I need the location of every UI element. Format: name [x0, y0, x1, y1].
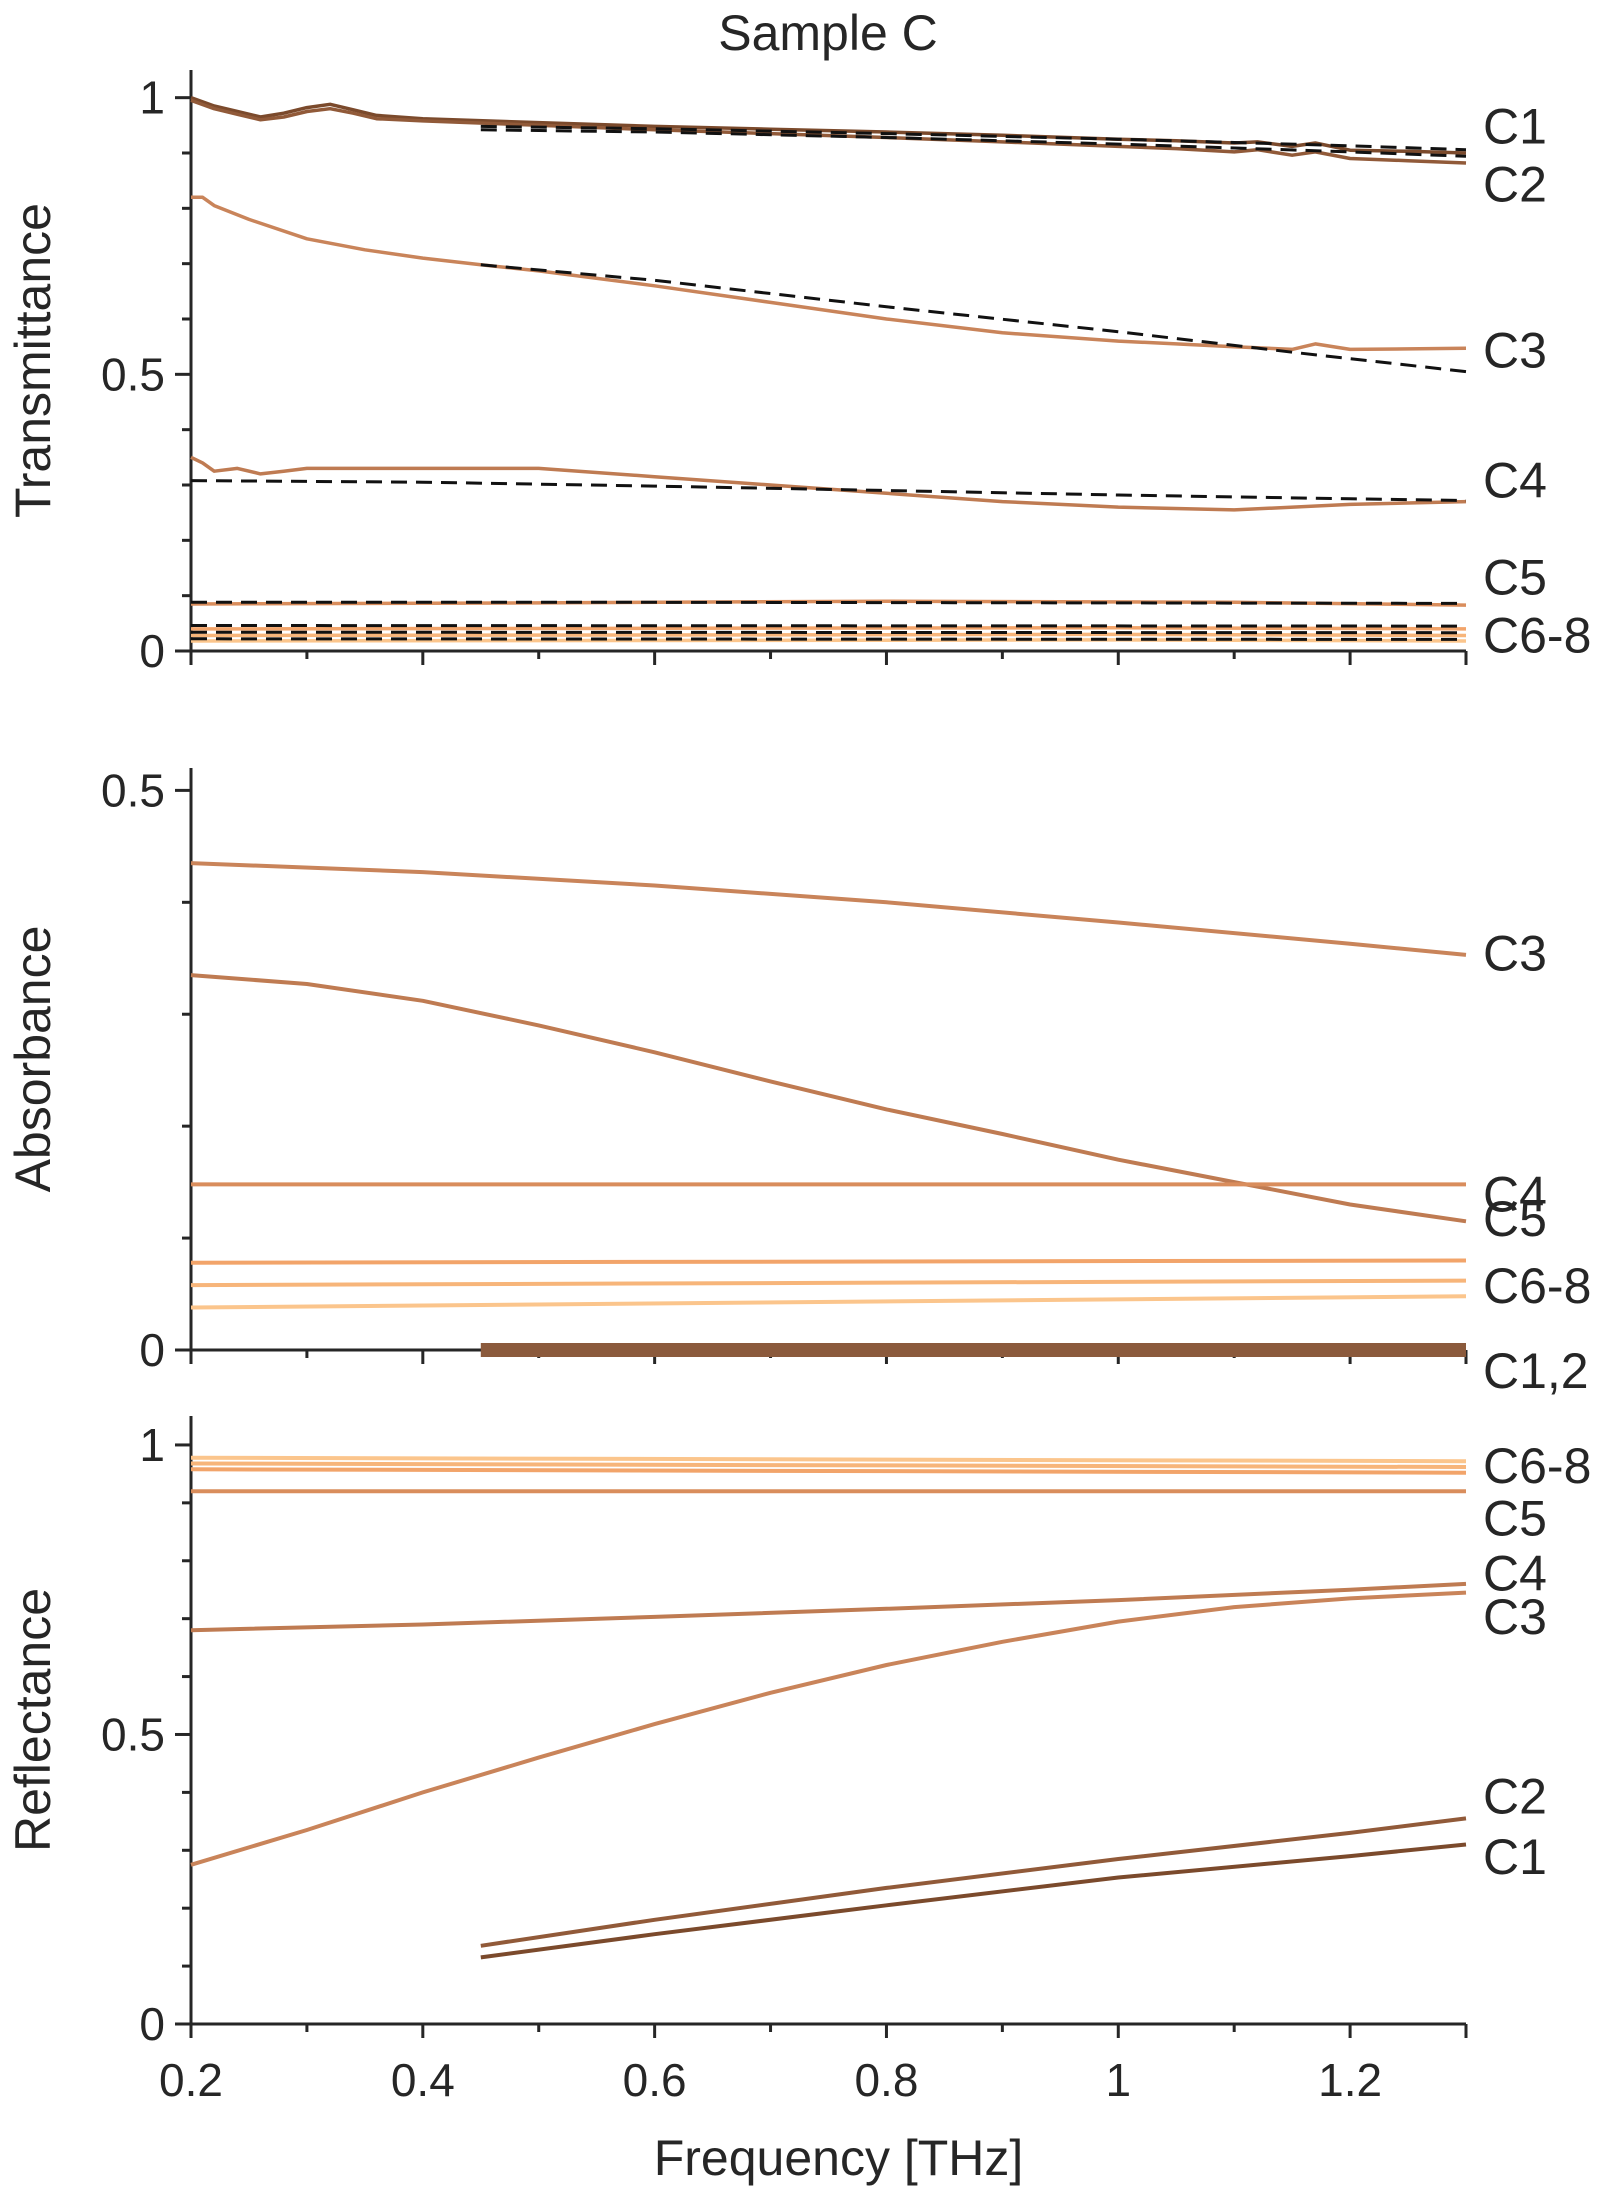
- reflectance-series-c2: [480, 1816, 1467, 1948]
- transmittance-series-c1-fit: [480, 124, 1467, 152]
- reflectance-label-c1: C1: [1483, 1829, 1547, 1885]
- reflectance-series-c3: [190, 1590, 1467, 1867]
- reflectance-label-c2: C2: [1483, 1768, 1547, 1824]
- transmittance-label-c5: C5: [1483, 549, 1547, 605]
- absorbance-y-axis-label: Absorbance: [5, 926, 61, 1193]
- transmittance-y-tick-label: 0.5: [101, 348, 165, 400]
- absorbance-label-c5: C5: [1483, 1191, 1547, 1247]
- reflectance-panel: 0 0.5 1 0.2 0.4 0.6 0.8 1 1.2 Reflectance Frequenc…: [5, 1416, 1591, 2186]
- absorbance-label-c1-2: C1,2: [1483, 1343, 1589, 1399]
- transmittance-series-c5-fit: [191, 600, 1467, 605]
- reflectance-label-c6-8: C6-8: [1483, 1438, 1591, 1494]
- transmittance-series-c4-fit: [190, 479, 1467, 502]
- transmittance-label-c6-8: C6-8: [1483, 607, 1591, 663]
- absorbance-label-c3: C3: [1483, 926, 1547, 982]
- reflectance-x-axis-label: Frequency [THz]: [654, 2130, 1024, 2186]
- reflectance-x-tick-label: 0.2: [159, 2054, 223, 2106]
- reflectance-x-tick-label: 0.8: [854, 2054, 918, 2106]
- absorbance-y-tick-label: 0: [139, 1324, 165, 1376]
- transmittance-series-c2: [190, 98, 1467, 165]
- reflectance-series-c8: [190, 1455, 1467, 1464]
- absorbance-series-c6: [190, 1258, 1467, 1265]
- reflectance-label-c3: C3: [1483, 1589, 1547, 1645]
- reflectance-y-tick-label: 1: [139, 1419, 165, 1471]
- reflectance-x-tick-label: 1.2: [1318, 2054, 1382, 2106]
- absorbance-series-c8: [190, 1294, 1467, 1310]
- reflectance-y-axis-label: Reflectance: [5, 1588, 61, 1852]
- transmittance-label-c1: C1: [1483, 98, 1547, 154]
- transmittance-series-c7: [190, 632, 1467, 638]
- transmittance-series-c8-fit: [190, 637, 1467, 641]
- transmittance-label-c4: C4: [1483, 452, 1547, 508]
- absorbance-y-tick-label: 0.5: [101, 764, 165, 816]
- absorbance-label-c4: C4: [1483, 1166, 1547, 1222]
- transmittance-label-c2: C2: [1483, 156, 1547, 212]
- reflectance-series-c4: [190, 1581, 1467, 1633]
- reflectance-x-tick-label: 0.6: [623, 2054, 687, 2106]
- transmittance-label-c3: C3: [1483, 322, 1547, 378]
- reflectance-series-c7: [190, 1461, 1467, 1469]
- transmittance-series-c1: [190, 96, 1467, 155]
- figure-title: Sample C: [718, 5, 938, 61]
- transmittance-series-c6: [190, 626, 1467, 631]
- absorbance-series-c3: [190, 861, 1467, 957]
- reflectance-y-tick-label: 0: [139, 1998, 165, 2050]
- reflectance-label-c5: C5: [1483, 1490, 1547, 1546]
- transmittance-series-c2-fit: [480, 128, 1467, 158]
- reflectance-x-tick-label: 1: [1105, 2054, 1131, 2106]
- reflectance-series-c1: [480, 1842, 1467, 1960]
- absorbance-label-c6-8: C6-8: [1483, 1258, 1591, 1314]
- transmittance-y-tick-label: 0: [139, 625, 165, 677]
- transmittance-y-axis-label: Transmittance: [5, 203, 61, 518]
- transmittance-y-tick-label: 1: [139, 72, 165, 124]
- transmittance-series-c6-fit: [190, 624, 1467, 628]
- transmittance-series-c4: [190, 455, 1467, 512]
- reflectance-y-tick-label: 0.5: [101, 1708, 165, 1760]
- absorbance-series-c7: [190, 1278, 1467, 1288]
- reflectance-x-tick-label: 0.4: [391, 2054, 455, 2106]
- transmittance-series-c7-fit: [190, 630, 1467, 635]
- reflectance-series-c6: [190, 1467, 1467, 1475]
- reflectance-label-c4: C4: [1483, 1545, 1547, 1601]
- transmittance-series-c3: [191, 195, 1467, 352]
